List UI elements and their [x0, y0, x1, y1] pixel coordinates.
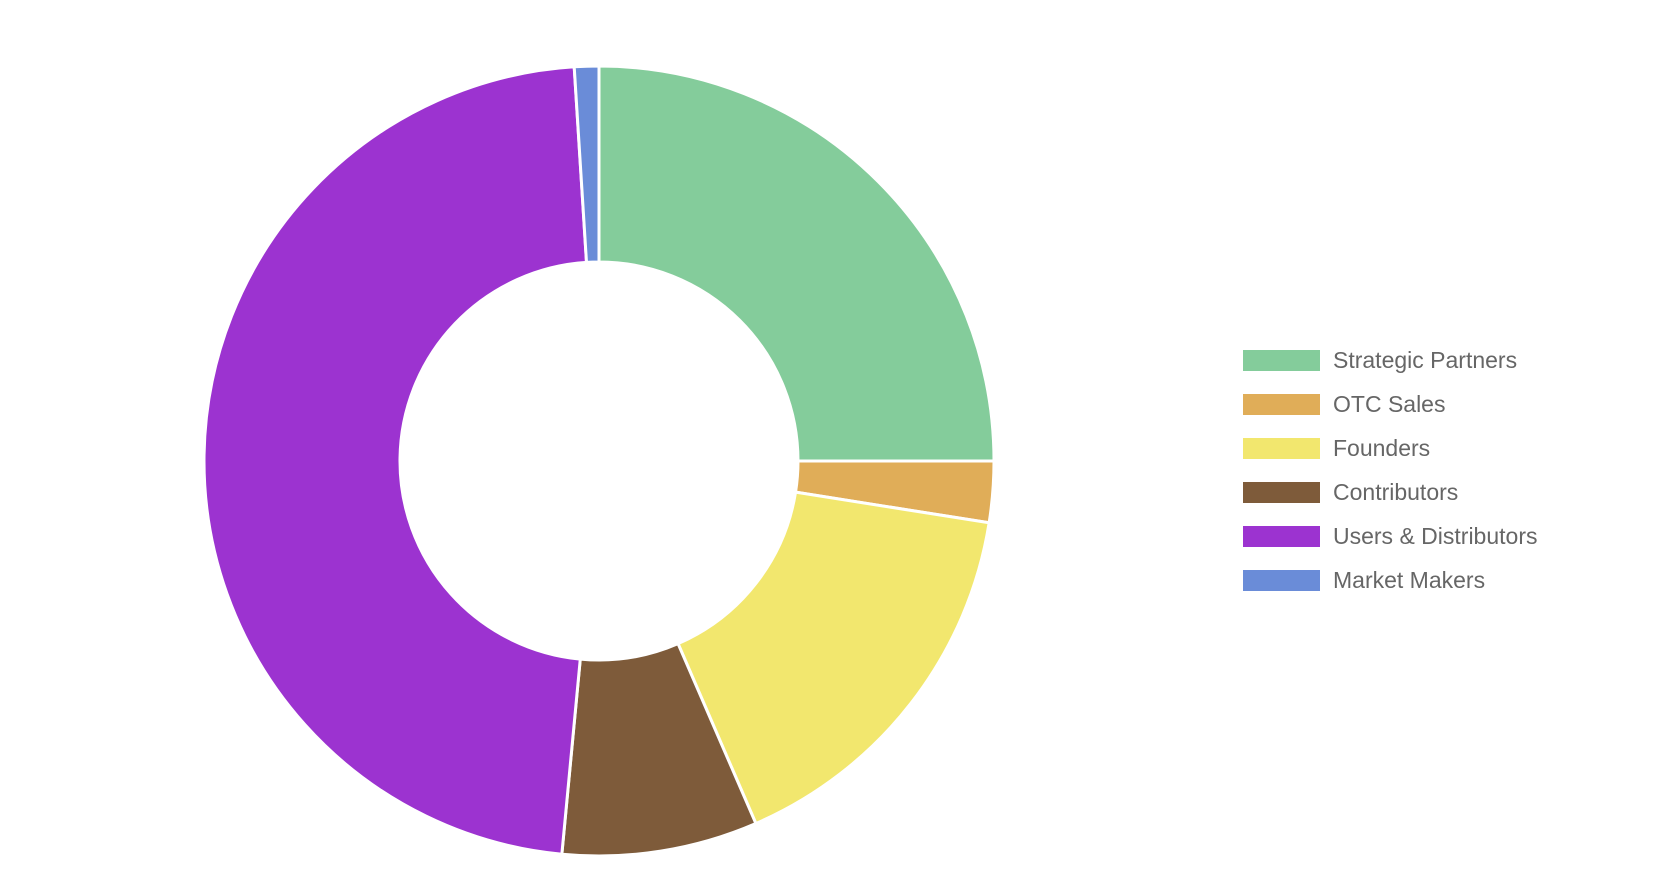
- legend-item-users-distributors[interactable]: Users & Distributors: [1243, 514, 1623, 558]
- legend-label: OTC Sales: [1333, 390, 1446, 417]
- donut-slice-market-makers[interactable]: [572, 64, 601, 264]
- legend-label: Strategic Partners: [1333, 346, 1518, 373]
- legend-swatch: [1243, 525, 1320, 547]
- legend-label: Founders: [1333, 434, 1431, 461]
- chart-legend: Strategic Partners OTC Sales Founders Co…: [1243, 338, 1623, 602]
- donut-slice-founders[interactable]: [676, 490, 991, 826]
- legend-swatch: [1243, 349, 1320, 371]
- legend-label: Market Makers: [1333, 566, 1486, 593]
- legend-swatch: [1243, 437, 1320, 459]
- legend-item-otc-sales[interactable]: OTC Sales: [1243, 382, 1623, 426]
- legend-label: Contributors: [1333, 478, 1459, 505]
- donut-slice-users-distributors[interactable]: [202, 65, 589, 856]
- donut-slices: [202, 64, 996, 858]
- legend-item-contributors[interactable]: Contributors: [1243, 470, 1623, 514]
- legend-swatch: [1243, 481, 1320, 503]
- legend-swatch: [1243, 569, 1320, 591]
- legend-label: Users & Distributors: [1333, 522, 1538, 549]
- legend-swatch: [1243, 393, 1320, 415]
- donut-slice-strategic-partners[interactable]: [597, 64, 996, 463]
- legend-item-founders[interactable]: Founders: [1243, 426, 1623, 470]
- legend-item-market-makers[interactable]: Market Makers: [1243, 558, 1623, 602]
- legend-item-strategic-partners[interactable]: Strategic Partners: [1243, 338, 1623, 382]
